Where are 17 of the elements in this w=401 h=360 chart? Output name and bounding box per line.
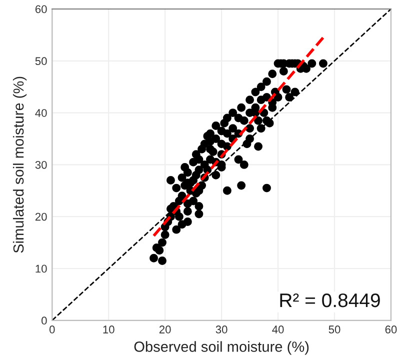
y-tick-label: 40 [35, 109, 47, 117]
y-axis-title: Simulated soil moisture (%) [12, 76, 27, 253]
y-tick-label: 10 [36, 264, 47, 273]
annotation: R² = 0.8449 [280, 293, 380, 308]
y-tick-label: 60 [35, 5, 47, 14]
x-tick-label: 60 [385, 326, 397, 334]
y-tick-label: 20 [35, 212, 47, 221]
y-tick-label: 30 [35, 160, 47, 169]
x-tick-label: 40 [272, 326, 284, 334]
y-tick-label: 0 [42, 316, 47, 325]
x-tick-label: 50 [328, 326, 340, 334]
y-tick-label: 50 [35, 57, 47, 66]
x-tick-label: 30 [216, 326, 228, 334]
x-tick-label: 10 [103, 326, 114, 334]
x-tick-label: 20 [159, 326, 171, 334]
x-axis-title: Observed soil moisture (%) [134, 341, 309, 355]
x-tick-label: 0 [49, 326, 55, 334]
